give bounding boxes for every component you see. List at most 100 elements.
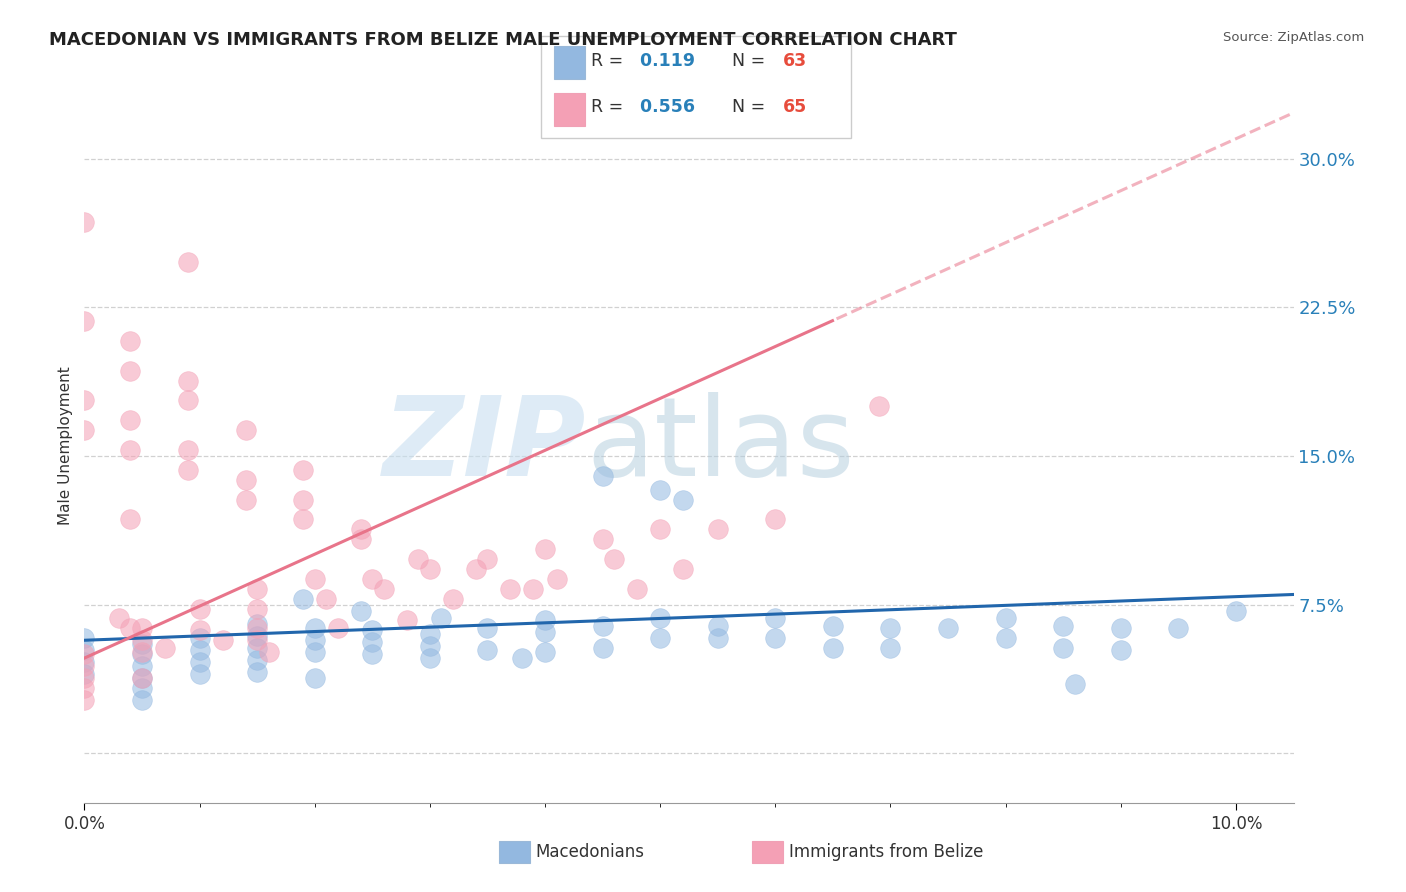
- Text: R =: R =: [591, 53, 628, 70]
- Point: [430, 611, 453, 625]
- Point: [73, 692, 96, 706]
- Point: [361, 572, 384, 586]
- Point: [534, 645, 557, 659]
- Point: [235, 423, 257, 437]
- Point: [879, 621, 901, 635]
- Point: [235, 473, 257, 487]
- Point: [188, 667, 211, 681]
- Point: [73, 643, 96, 657]
- Point: [879, 641, 901, 656]
- Point: [994, 611, 1017, 625]
- Point: [763, 632, 786, 646]
- Point: [350, 603, 373, 617]
- Point: [120, 621, 142, 635]
- Point: [108, 611, 131, 625]
- Point: [246, 653, 269, 667]
- Point: [73, 667, 96, 681]
- Point: [626, 582, 648, 596]
- Point: [131, 637, 153, 651]
- Point: [419, 562, 441, 576]
- Bar: [554, 93, 585, 126]
- Point: [131, 621, 153, 635]
- Point: [936, 621, 959, 635]
- Point: [1052, 619, 1074, 633]
- Point: [73, 671, 96, 685]
- Text: 65: 65: [783, 98, 807, 117]
- Point: [188, 601, 211, 615]
- Point: [246, 665, 269, 679]
- Text: Source: ZipAtlas.com: Source: ZipAtlas.com: [1223, 31, 1364, 45]
- Point: [821, 641, 844, 656]
- Point: [650, 483, 672, 497]
- Point: [246, 601, 269, 615]
- Point: [211, 633, 233, 648]
- Point: [650, 522, 672, 536]
- Point: [188, 655, 211, 669]
- Point: [188, 632, 211, 646]
- Point: [672, 562, 695, 576]
- Point: [361, 647, 384, 661]
- Point: [120, 413, 142, 427]
- Point: [131, 692, 153, 706]
- Text: R =: R =: [591, 98, 628, 117]
- Point: [477, 621, 499, 635]
- Point: [763, 611, 786, 625]
- Point: [73, 632, 96, 646]
- Point: [177, 254, 200, 268]
- Point: [592, 641, 614, 656]
- Text: ZIP: ZIP: [382, 392, 586, 500]
- Point: [650, 632, 672, 646]
- Point: [73, 659, 96, 673]
- Point: [246, 633, 269, 648]
- Point: [510, 651, 533, 665]
- Point: [131, 671, 153, 685]
- Point: [73, 314, 96, 328]
- Point: [246, 621, 269, 635]
- Point: [292, 492, 315, 507]
- Point: [131, 671, 153, 685]
- Point: [477, 643, 499, 657]
- Text: MACEDONIAN VS IMMIGRANTS FROM BELIZE MALE UNEMPLOYMENT CORRELATION CHART: MACEDONIAN VS IMMIGRANTS FROM BELIZE MAL…: [49, 31, 957, 49]
- Point: [763, 512, 786, 526]
- Point: [546, 572, 568, 586]
- Point: [464, 562, 486, 576]
- Text: atlas: atlas: [586, 392, 855, 500]
- Point: [592, 619, 614, 633]
- Point: [246, 582, 269, 596]
- Point: [131, 647, 153, 661]
- Point: [235, 492, 257, 507]
- Point: [1225, 603, 1247, 617]
- Point: [821, 619, 844, 633]
- Point: [326, 621, 349, 635]
- Text: 63: 63: [783, 53, 807, 70]
- Point: [441, 591, 464, 606]
- Point: [120, 334, 142, 348]
- Point: [706, 619, 728, 633]
- Point: [304, 671, 326, 685]
- Point: [868, 400, 890, 414]
- Point: [408, 552, 430, 566]
- Text: Immigrants from Belize: Immigrants from Belize: [789, 843, 983, 861]
- Point: [419, 639, 441, 653]
- Point: [1167, 621, 1189, 635]
- Point: [73, 423, 96, 437]
- Point: [153, 641, 176, 656]
- Point: [603, 552, 626, 566]
- Point: [672, 492, 695, 507]
- Point: [592, 468, 614, 483]
- Text: Macedonians: Macedonians: [536, 843, 645, 861]
- Bar: [554, 45, 585, 78]
- Point: [246, 629, 269, 643]
- Point: [419, 627, 441, 641]
- Point: [131, 659, 153, 673]
- Point: [499, 582, 522, 596]
- Y-axis label: Male Unemployment: Male Unemployment: [58, 367, 73, 525]
- Point: [350, 522, 373, 536]
- Text: 0.119: 0.119: [634, 53, 695, 70]
- Point: [706, 522, 728, 536]
- Text: N =: N =: [721, 53, 770, 70]
- Point: [1052, 641, 1074, 656]
- Point: [246, 641, 269, 656]
- Point: [73, 681, 96, 695]
- Point: [131, 645, 153, 659]
